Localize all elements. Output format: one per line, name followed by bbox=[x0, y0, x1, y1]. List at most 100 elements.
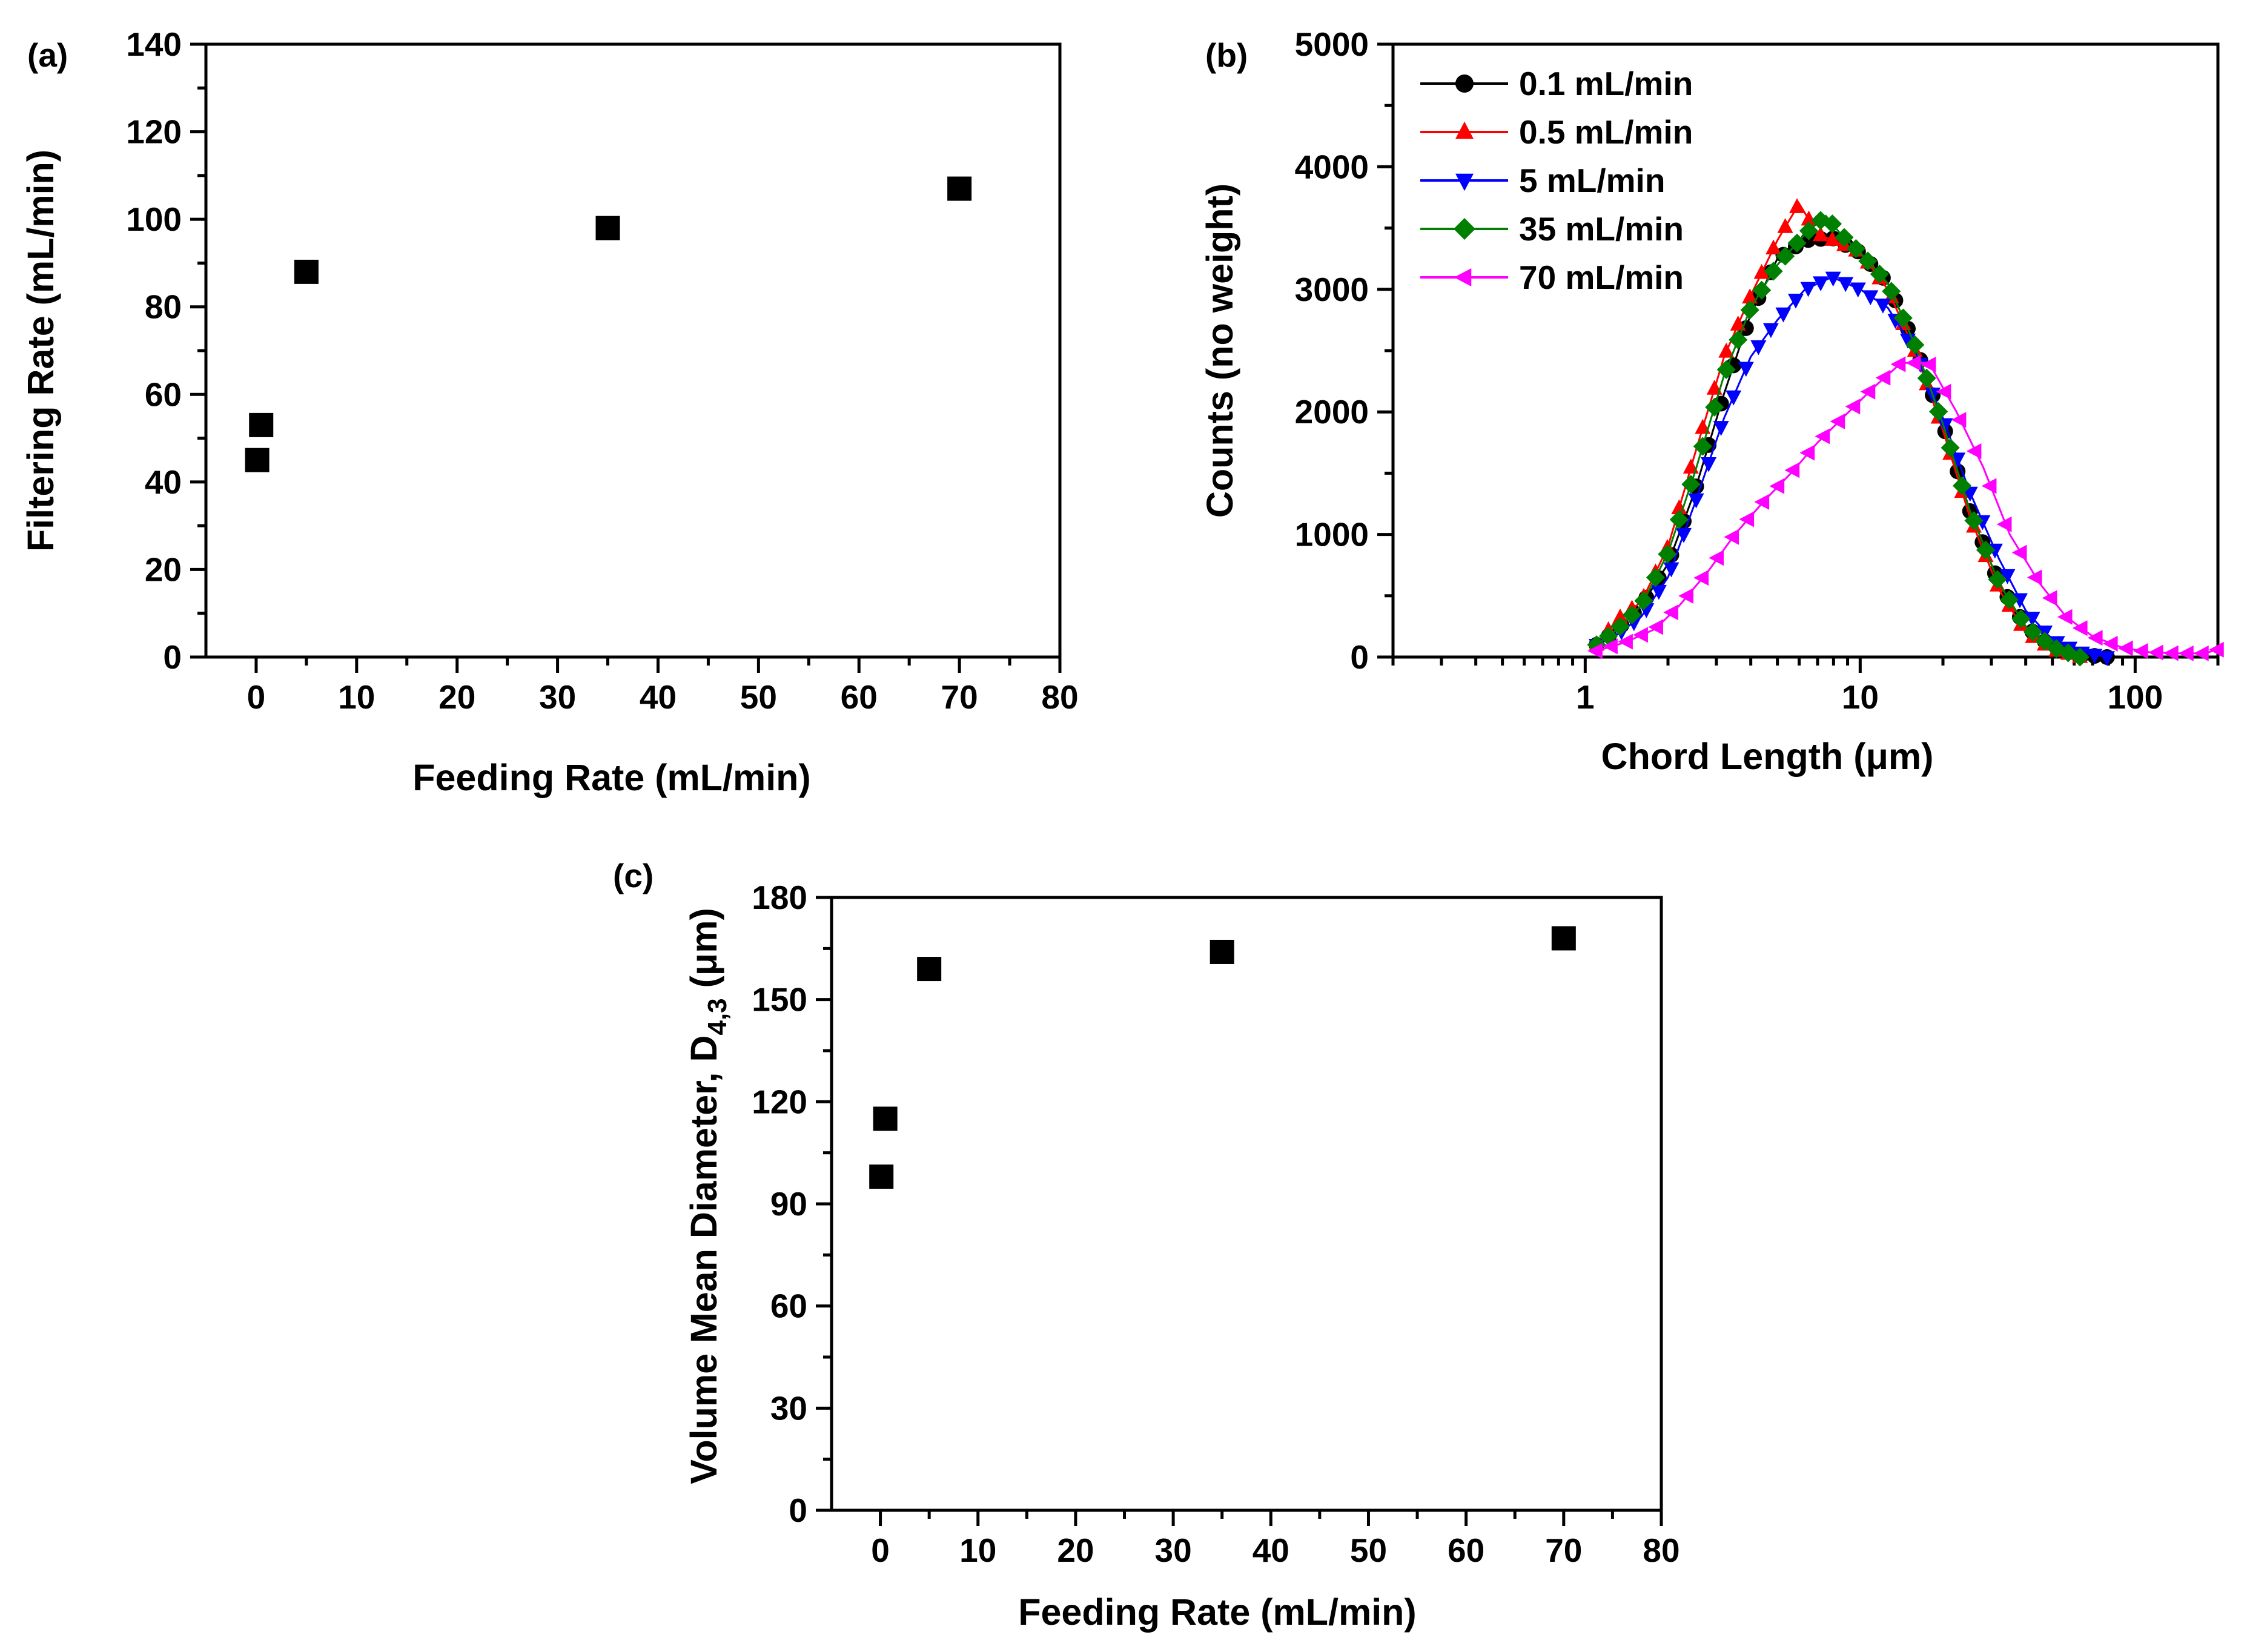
panel-b-data-point bbox=[1622, 605, 1642, 624]
panel-b-data-point bbox=[1777, 218, 1793, 233]
panel-a-y-tick-label: 0 bbox=[163, 638, 182, 676]
panel-b-legend-label: 0.5 mL/min bbox=[1519, 113, 1693, 151]
panel-b-legend-label: 70 mL/min bbox=[1519, 259, 1684, 296]
panel-b-data-point bbox=[1917, 368, 1936, 388]
panel-a-y-tick-label: 100 bbox=[126, 200, 182, 238]
panel-b-data-point bbox=[2194, 645, 2209, 661]
panel-c-y-tick-label: 30 bbox=[770, 1389, 807, 1427]
panel-a-data-point bbox=[947, 176, 972, 201]
panel-a-x-tick-label: 50 bbox=[740, 678, 777, 716]
panel-b-data-point bbox=[1775, 246, 1795, 266]
panel-c-x-tick-label: 60 bbox=[1448, 1531, 1484, 1569]
panel-b-label: (b) bbox=[1205, 36, 1248, 74]
panel-c-data-point bbox=[1551, 926, 1576, 951]
panel-b-data-point bbox=[1999, 590, 2019, 610]
panel-c-x-tick-label: 20 bbox=[1057, 1531, 1094, 1569]
panel-b-data-point bbox=[1813, 276, 1829, 292]
panel-c-y-axis: 0 30 60 90 120 150 180 bbox=[752, 879, 832, 1529]
panel-b-x-axis: 1 10 100 bbox=[1391, 657, 2220, 716]
panel-b-x-axis-title: Chord Length (μm) bbox=[1601, 736, 1934, 777]
panel-b-data-point bbox=[1875, 299, 1891, 314]
panel-b-data-point bbox=[1618, 633, 1633, 650]
panel-b-data-point bbox=[1812, 226, 1828, 242]
panel-c-y-tick-label: 120 bbox=[752, 1083, 807, 1120]
panel-b: (b) 1 10 100 0 1000 2000 3000 4000 5000 0.1 mL/… bbox=[1199, 25, 2224, 777]
panel-b-data-point bbox=[1753, 263, 1770, 279]
panel-c-y-axis-title-main: Volume Mean Diameter, D bbox=[683, 1036, 724, 1484]
panel-a-y-tick-label: 20 bbox=[145, 550, 182, 588]
panel-b-data-point bbox=[1730, 316, 1746, 331]
panel-a-data-point bbox=[595, 216, 620, 240]
panel-b-data-point bbox=[1822, 214, 1842, 234]
panel-a-x-tick-label: 20 bbox=[438, 678, 475, 716]
panel-b-y-tick-label: 4000 bbox=[1295, 148, 1369, 185]
panel-b-data-point bbox=[1800, 282, 1816, 297]
panel-c-plot-area bbox=[869, 926, 1576, 1189]
panel-b-data-point bbox=[1738, 362, 1754, 377]
panel-b-data-point bbox=[1825, 271, 1841, 287]
panel-b-data-point bbox=[1988, 570, 2007, 589]
panel-a-label: (a) bbox=[27, 36, 68, 74]
panel-b-data-point bbox=[1713, 421, 1729, 436]
panel-b-data-point bbox=[1893, 308, 1913, 328]
panel-b-data-point bbox=[1870, 264, 1889, 284]
panel-b-data-point bbox=[2099, 651, 2115, 666]
panel-b-data-point bbox=[1799, 221, 1819, 240]
panel-b-data-point bbox=[1740, 300, 1759, 320]
panel-a-x-axis: 0 10 20 30 40 50 60 70 80 bbox=[247, 657, 1079, 716]
panel-b-data-point bbox=[1729, 330, 1748, 349]
panel-a-plot-area bbox=[245, 176, 972, 472]
panel-b-legend-label: 35 mL/min bbox=[1519, 210, 1684, 248]
panel-b-data-point bbox=[1688, 493, 1704, 509]
panel-c-data-point bbox=[869, 1165, 894, 1189]
panel-c-x-axis-title: Feeding Rate (mL/min) bbox=[1018, 1591, 1416, 1633]
panel-b-data-point bbox=[2047, 639, 2066, 658]
panel-a-y-axis-title: Filtering Rate (mL/min) bbox=[20, 150, 61, 552]
panel-b-data-point bbox=[1705, 397, 1724, 417]
panel-c-y-tick-label: 0 bbox=[789, 1492, 807, 1529]
panel-b-data-point bbox=[2011, 544, 2027, 561]
panel-a: (a) 0 10 20 30 40 50 60 70 80 0 20 40 60 80 100 120 140… bbox=[20, 25, 1079, 798]
panel-b-data-point bbox=[2117, 640, 2133, 656]
panel-b-data-point bbox=[2059, 643, 2078, 662]
panel-c: (c) 0 10 20 30 40 50 60 70 80 0 30 60 90 120 150 180 F… bbox=[613, 857, 1680, 1633]
panel-b-data-point bbox=[1784, 462, 1800, 478]
panel-b-legend-marker bbox=[1455, 74, 1474, 93]
panel-b-data-point bbox=[1587, 643, 1603, 659]
panel-a-y-tick-label: 120 bbox=[126, 113, 182, 151]
panel-a-y-tick-label: 80 bbox=[145, 288, 182, 326]
panel-a-x-tick-label: 30 bbox=[539, 678, 576, 716]
panel-b-data-point bbox=[1701, 457, 1717, 472]
panel-c-y-axis-title-subscript: 4,3 bbox=[703, 998, 732, 1035]
panel-c-y-axis-title-unit: (μm) bbox=[683, 908, 724, 998]
panel-b-data-point bbox=[1838, 277, 1854, 292]
panel-b-data-point bbox=[1824, 231, 1841, 246]
panel-b-data-point bbox=[1976, 540, 1996, 560]
panel-a-data-point bbox=[245, 448, 270, 472]
panel-a-y-tick-label: 40 bbox=[145, 463, 182, 501]
panel-b-data-point bbox=[1724, 529, 1739, 545]
panel-b-data-point bbox=[1830, 413, 1845, 429]
panel-b-data-point bbox=[1905, 335, 1925, 355]
panel-b-data-point bbox=[1966, 443, 1982, 460]
panel-b-data-point bbox=[2087, 630, 2103, 646]
panel-b-data-point bbox=[1681, 475, 1701, 494]
panel-b-data-point bbox=[1650, 584, 1667, 600]
panel-b-x-tick-label: 10 bbox=[1842, 678, 1879, 716]
panel-b-data-point bbox=[1610, 616, 1630, 636]
panel-b-data-point bbox=[1764, 262, 1783, 281]
panel-b-data-point bbox=[1835, 228, 1854, 247]
panel-b-data-point bbox=[2027, 569, 2042, 586]
panel-c-x-tick-label: 80 bbox=[1643, 1531, 1679, 1569]
panel-c-x-tick-label: 30 bbox=[1155, 1531, 1192, 1569]
panel-b-data-point bbox=[1929, 402, 1948, 421]
panel-b-y-tick-label: 0 bbox=[1350, 638, 1369, 676]
panel-b-data-point bbox=[1752, 280, 1772, 300]
panel-c-x-axis: 0 10 20 30 40 50 60 70 80 bbox=[871, 1510, 1680, 1569]
panel-b-data-point bbox=[1860, 383, 1876, 400]
panel-b-data-point bbox=[1663, 604, 1678, 621]
panel-a-data-point bbox=[249, 412, 274, 437]
panel-b-legend: 0.1 mL/min 0.5 mL/min 5 mL/min 35 mL/min 70 … bbox=[1420, 65, 1693, 296]
panel-b-data-point bbox=[2086, 649, 2103, 664]
panel-b-legend-label: 0.1 mL/min bbox=[1519, 65, 1693, 102]
